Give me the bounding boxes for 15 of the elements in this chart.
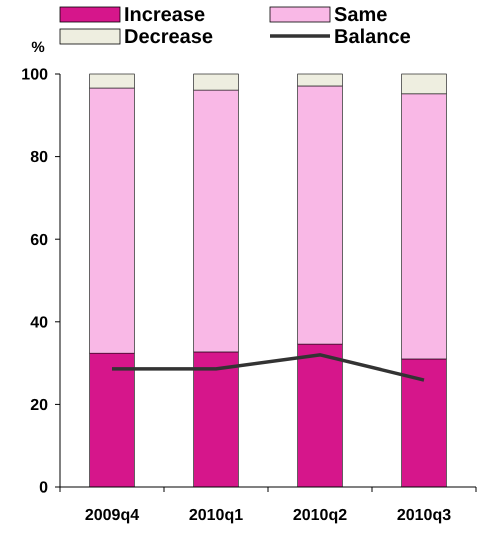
y-tick-label: 100: [21, 66, 48, 84]
x-tick-label: 2009q4: [84, 507, 140, 524]
x-tick-label: 2010q2: [292, 507, 348, 524]
y-tick-label: 60: [30, 232, 48, 249]
legend-label: Decrease: [124, 26, 213, 48]
legend-label: Balance: [334, 26, 411, 48]
y-axis-title: %: [31, 39, 45, 56]
y-tick-label: 40: [30, 314, 48, 332]
x-tick-label: 2010q1: [188, 507, 244, 524]
y-tick-label: 0: [39, 480, 48, 497]
y-tick-label: 20: [30, 397, 48, 414]
x-tick-label: 2010q3: [396, 507, 452, 524]
legend-label: Same: [334, 4, 388, 26]
y-tick-label: 80: [30, 149, 48, 166]
legend-label: Increase: [124, 4, 206, 26]
